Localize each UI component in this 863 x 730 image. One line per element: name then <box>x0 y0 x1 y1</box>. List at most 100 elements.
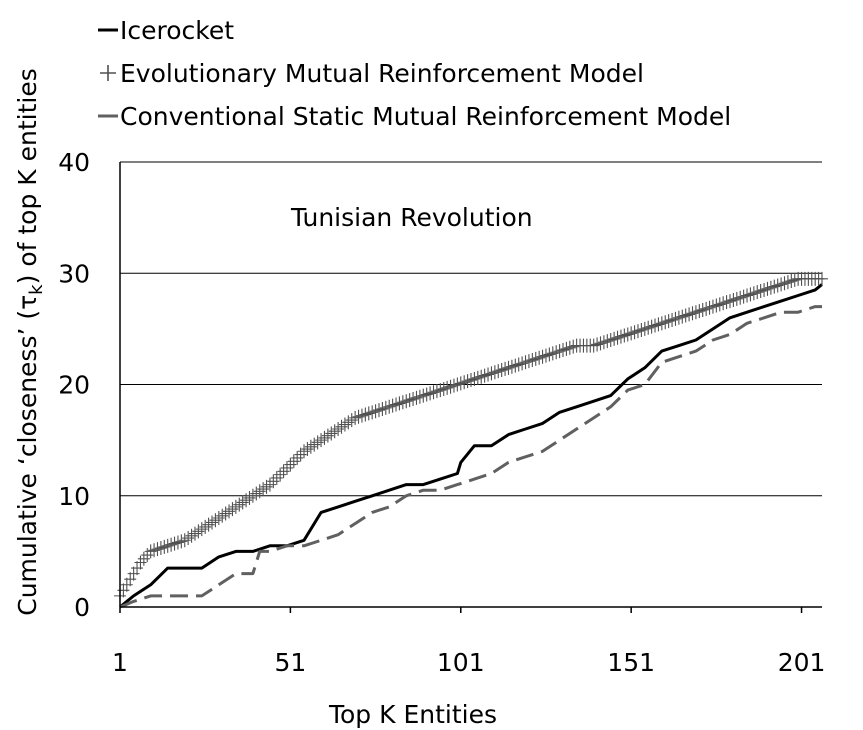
plus-marker <box>454 376 467 391</box>
plus-marker <box>713 297 726 312</box>
plus-marker <box>737 289 750 304</box>
legend-item-evolutionary: Evolutionary Mutual Reinforcement Model <box>100 59 644 88</box>
plus-marker <box>270 470 283 485</box>
plus-marker <box>539 348 552 363</box>
legend-item-icerocket: Icerocket <box>98 16 234 45</box>
plus-marker <box>277 464 290 479</box>
plus-marker <box>219 506 232 521</box>
plus-marker <box>751 285 764 300</box>
plus-marker <box>597 335 610 350</box>
plus-marker <box>526 353 539 368</box>
plus-marker <box>338 417 351 432</box>
plus-marker <box>492 364 505 379</box>
plus-marker <box>291 450 304 465</box>
y-axis-title-rest: ) of top K entities <box>13 68 42 284</box>
plus-marker <box>604 333 617 347</box>
plus-marker <box>676 309 689 324</box>
plus-marker <box>223 504 236 519</box>
plus-marker <box>730 291 743 306</box>
plus-marker <box>424 386 437 401</box>
plus-marker <box>246 488 259 503</box>
plus-marker <box>369 404 382 419</box>
plus-marker <box>451 377 464 392</box>
series-layer <box>114 271 828 609</box>
plus-marker <box>567 339 580 354</box>
plus-marker <box>175 534 188 549</box>
plus-marker <box>601 334 614 349</box>
plus-marker <box>478 368 491 383</box>
plus-marker <box>420 387 433 402</box>
plus-marker <box>267 474 280 489</box>
plus-marker <box>461 374 474 389</box>
plus-marker <box>171 535 184 550</box>
legend-label: Evolutionary Mutual Reinforcement Model <box>120 59 644 88</box>
legend-label: Icerocket <box>120 16 234 45</box>
plus-marker <box>413 389 426 404</box>
plus-marker <box>233 497 246 512</box>
plus-marker <box>816 271 828 286</box>
plus-marker <box>124 572 137 587</box>
plus-marker <box>516 356 529 371</box>
plus-marker <box>161 538 174 553</box>
plus-marker <box>512 357 525 372</box>
plus-marker <box>649 318 662 333</box>
plus-marker <box>669 311 682 326</box>
series-1 <box>114 271 828 603</box>
plus-marker <box>775 277 788 292</box>
plus-marker <box>502 360 515 375</box>
plus-marker <box>117 583 130 598</box>
plus-marker <box>594 336 607 351</box>
plus-marker <box>315 433 328 448</box>
plus-marker <box>557 343 570 358</box>
plus-marker <box>407 391 420 406</box>
plus-marker <box>468 371 481 386</box>
x-axis-title: Top K Entities <box>328 700 497 729</box>
plus-marker <box>771 278 784 293</box>
plus-marker <box>236 495 249 510</box>
plus-marker <box>546 346 559 361</box>
plus-marker <box>301 442 314 457</box>
plus-marker <box>335 419 348 434</box>
plus-marker <box>741 288 754 303</box>
plus-marker <box>372 403 385 418</box>
plus-marker <box>482 367 495 382</box>
plus-marker <box>134 555 147 570</box>
plus-marker <box>298 444 311 459</box>
plus-marker <box>280 460 293 475</box>
plus-marker <box>427 385 440 400</box>
x-tick-label: 1 <box>112 648 128 677</box>
plus-marker <box>645 319 658 334</box>
plus-marker <box>325 426 338 441</box>
plus-marker <box>390 397 403 412</box>
y-axis-title: Cumulative ‘closeness’ (τk) of top K ent… <box>13 68 47 616</box>
plus-marker <box>689 305 702 320</box>
plus-marker <box>499 361 512 376</box>
plus-marker <box>154 541 167 556</box>
plus-marker <box>168 536 181 551</box>
plus-marker <box>683 307 696 322</box>
plus-marker <box>229 499 242 514</box>
plus-marker <box>720 295 733 310</box>
plus-marker <box>355 408 368 423</box>
series-line <box>119 283 823 609</box>
plus-marker <box>778 276 791 291</box>
plus-marker <box>519 355 532 370</box>
plus-marker <box>618 328 631 343</box>
plus-marker <box>216 508 229 523</box>
plus-marker <box>137 551 150 566</box>
plus-marker <box>652 317 665 332</box>
plus-marker <box>635 322 648 337</box>
plus-marker <box>587 338 600 353</box>
legend-swatch-plus <box>100 65 116 81</box>
plus-marker <box>403 393 416 408</box>
plus-marker <box>560 341 573 356</box>
plus-marker <box>458 375 471 390</box>
x-tick-label: 151 <box>607 648 655 677</box>
plus-marker <box>188 526 201 541</box>
plus-marker <box>727 292 740 307</box>
legend-item-conventional: Conventional Static Mutual Reinforcement… <box>98 102 731 131</box>
plus-marker <box>434 383 447 398</box>
plus-marker <box>362 406 375 421</box>
plus-marker <box>263 477 276 492</box>
plus-marker <box>485 366 498 381</box>
